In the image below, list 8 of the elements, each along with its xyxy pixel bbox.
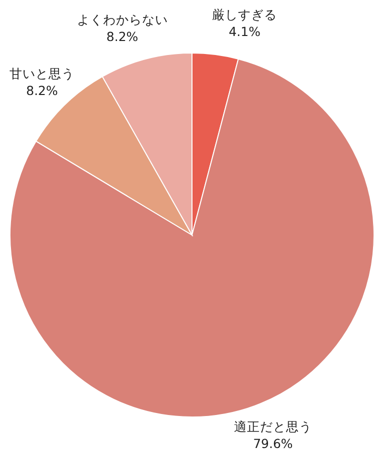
slice-label: 厳しすぎる xyxy=(212,6,278,22)
data-label: 4.1% xyxy=(228,24,261,39)
data-label: 8.2% xyxy=(106,29,138,44)
data-label: 79.6% xyxy=(253,436,293,452)
slice-label: 甘いと思う xyxy=(10,66,75,81)
data-label: 8.2% xyxy=(26,82,58,98)
slice-label: 適正だと思う xyxy=(234,419,312,434)
slice-label: よくわからない xyxy=(76,12,168,28)
